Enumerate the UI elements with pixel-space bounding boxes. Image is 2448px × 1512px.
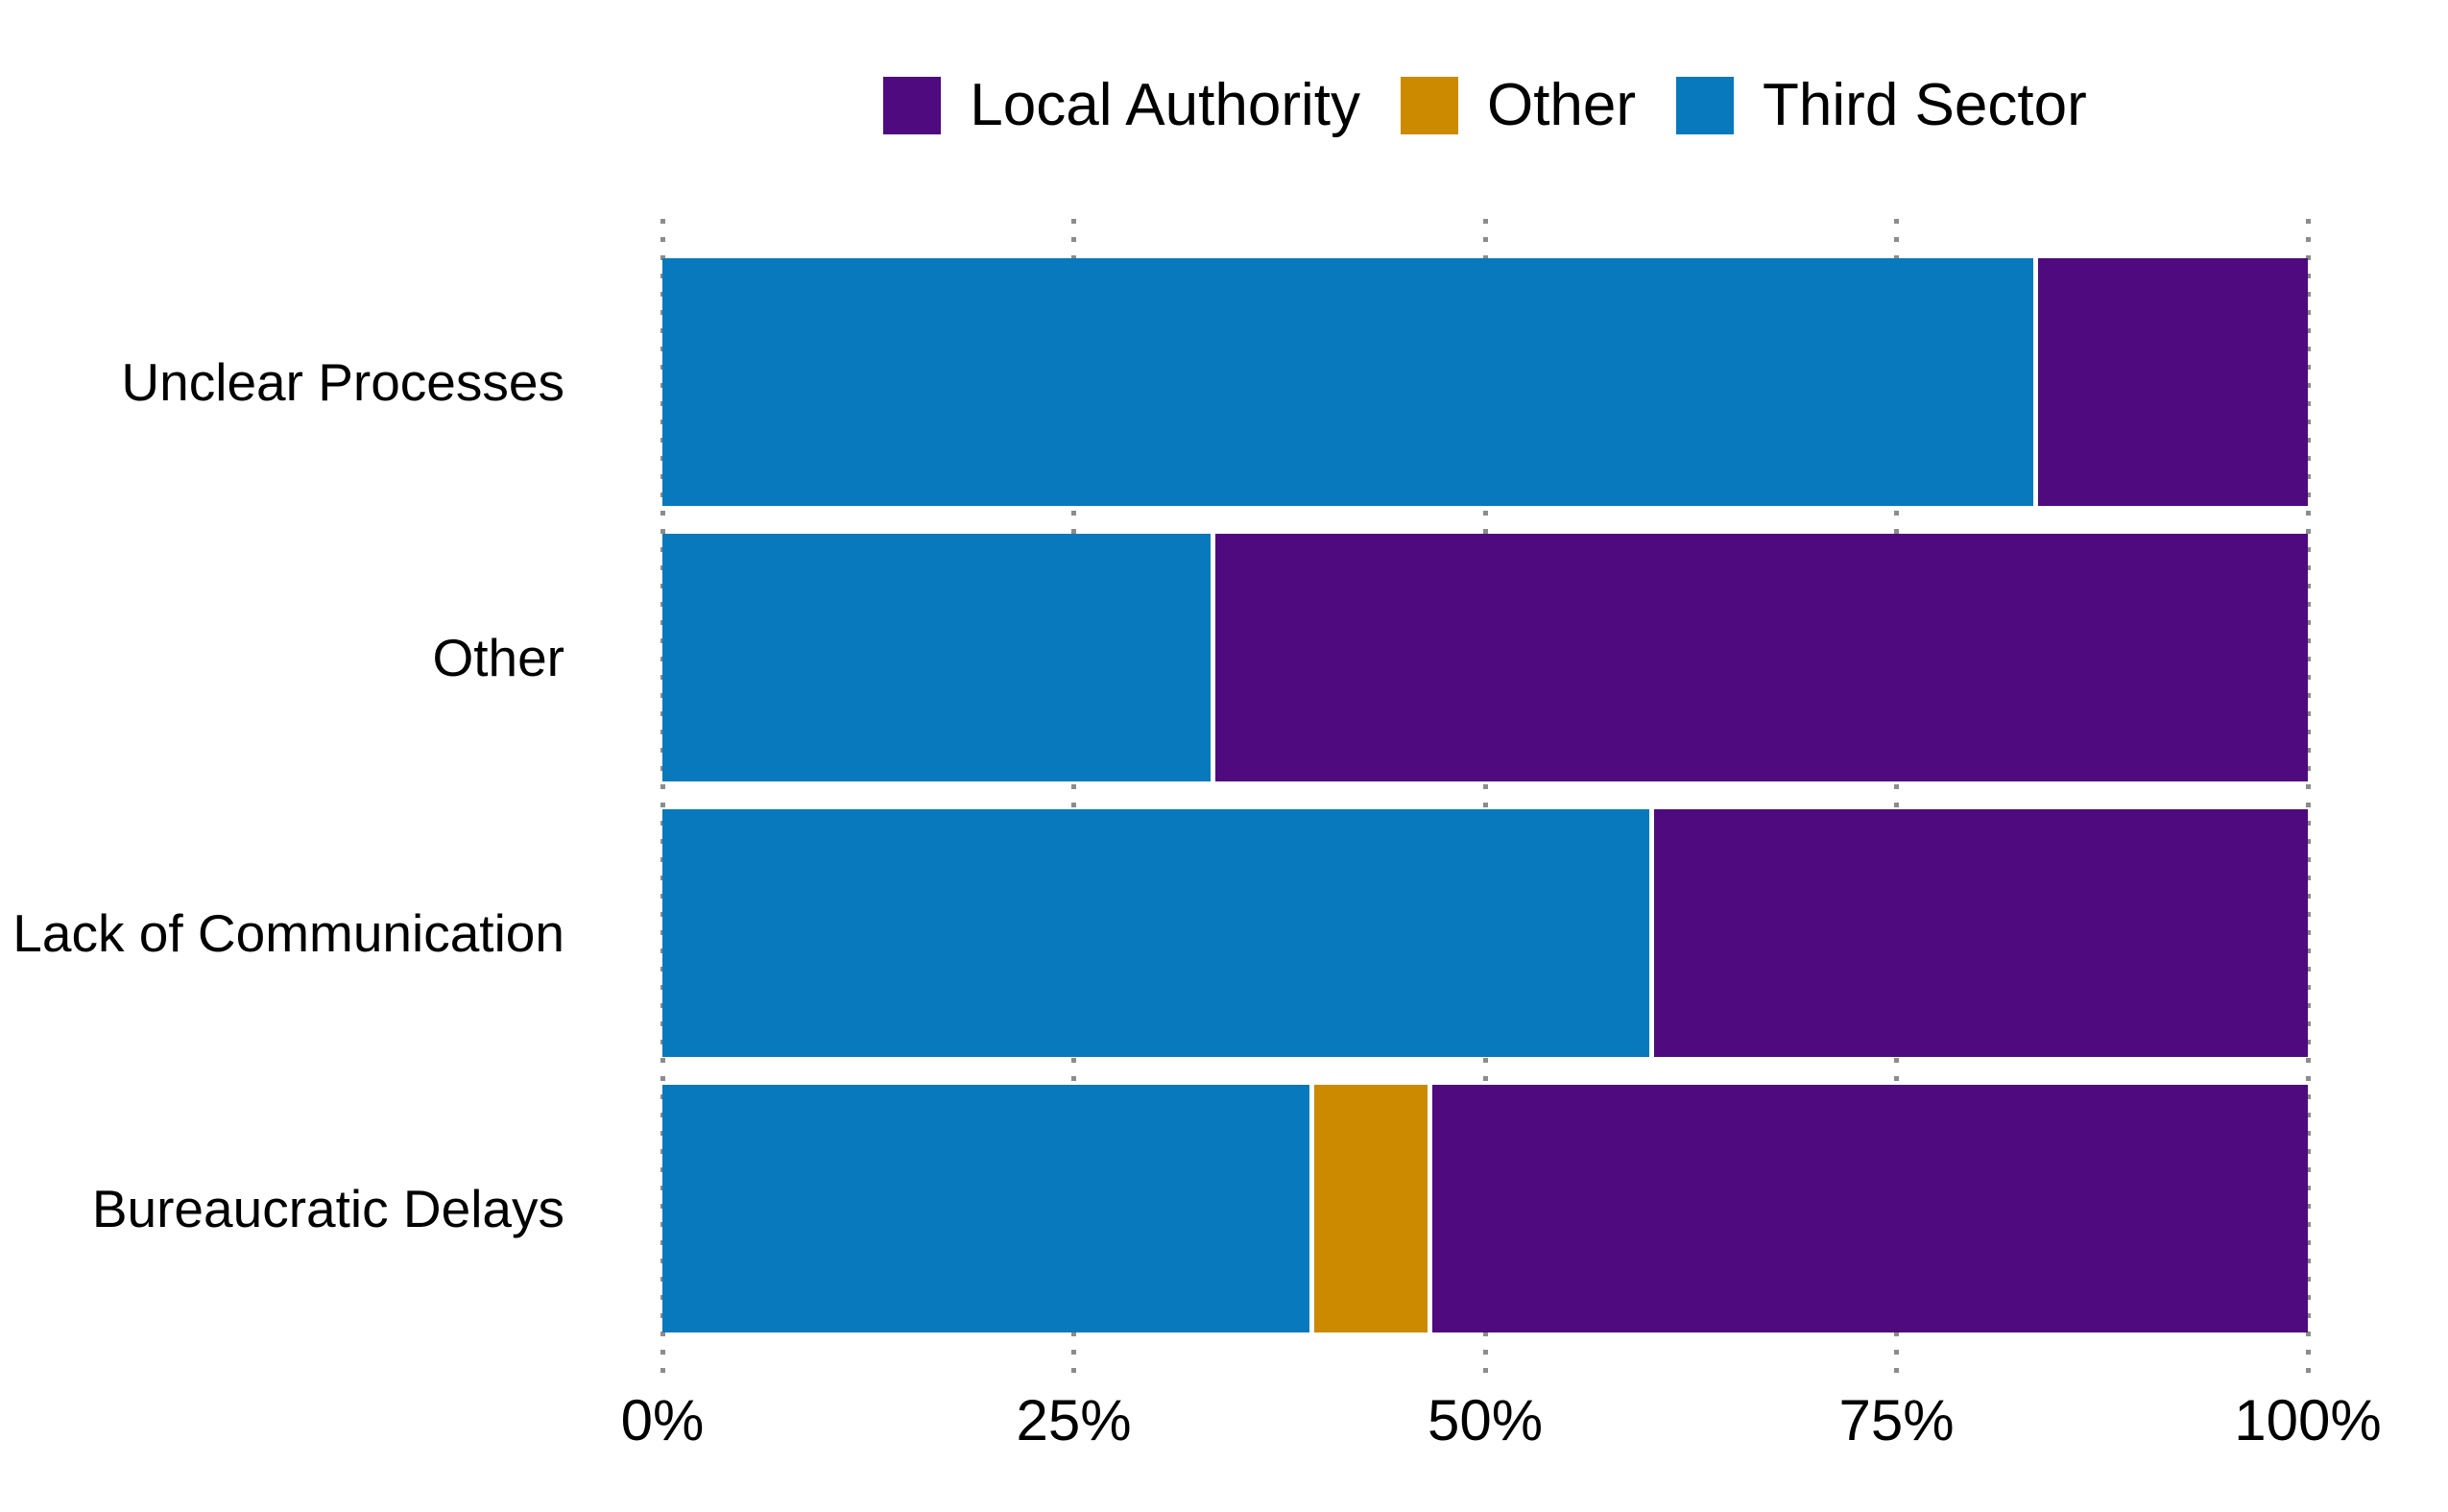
legend-item-label: Other	[1486, 72, 1637, 138]
bar-segment-local-authority	[1428, 1085, 2308, 1332]
x-tick-label: 0%	[620, 1388, 705, 1452]
gridline-100%	[2305, 219, 2311, 1382]
bar-row	[662, 1085, 2308, 1332]
bar-segment-third-sector	[662, 1085, 1309, 1332]
bar-segment-local-authority	[1649, 809, 2308, 1057]
category-label: Other	[432, 628, 564, 687]
gridline-0%	[660, 219, 665, 1382]
bar-row	[662, 534, 2308, 781]
bar-segment-local-authority	[1210, 534, 2308, 781]
category-label: Lack of Communication	[12, 903, 564, 963]
legend-item-label: Local Authority	[970, 72, 1360, 138]
category-label: Unclear Processes	[121, 352, 564, 412]
x-tick-label: 75%	[1838, 1388, 1955, 1452]
bar-segment-other	[1308, 1085, 1428, 1332]
bar-row	[662, 809, 2308, 1057]
x-tick-label: 100%	[2234, 1388, 2382, 1452]
x-tick-label: 25%	[1016, 1388, 1132, 1452]
legend-item: Other	[1400, 72, 1637, 138]
category-label: Bureaucratic Delays	[91, 1179, 564, 1238]
legend-key-swatch	[883, 77, 942, 134]
legend: Local Authority Other Third Sector	[662, 71, 2308, 140]
bar-segment-third-sector	[662, 258, 2033, 506]
legend-item-label: Third Sector	[1763, 72, 2087, 138]
bar-segment-local-authority	[2032, 258, 2308, 506]
legend-key-swatch	[1676, 77, 1735, 134]
legend-item: Local Authority	[883, 76, 1360, 135]
gridline-75%	[1894, 219, 1899, 1382]
legend-item: Third Sector	[1676, 76, 2087, 135]
x-tick-label: 50%	[1427, 1388, 1544, 1452]
legend-key-swatch	[1400, 77, 1458, 134]
bar-segment-third-sector	[662, 809, 1650, 1057]
gridline-50%	[1482, 219, 1488, 1382]
bar-segment-third-sector	[662, 534, 1211, 781]
plot-panel	[660, 219, 2311, 1382]
gridline-25%	[1071, 219, 1076, 1382]
bar-row	[662, 258, 2308, 506]
